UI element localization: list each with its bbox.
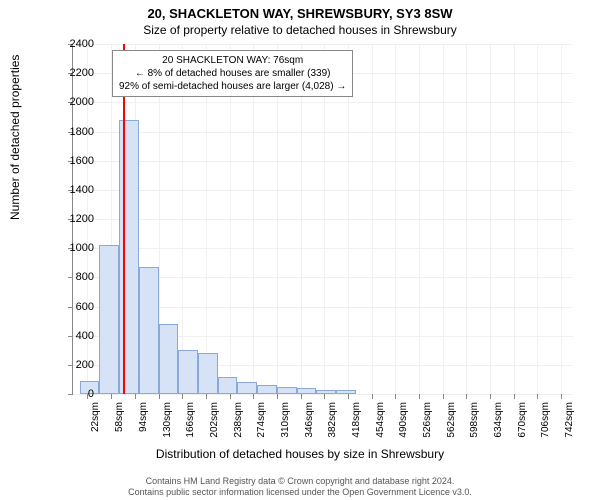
xtick-mark (419, 394, 420, 399)
ytick-label: 600 (54, 301, 94, 313)
histogram-bar (159, 324, 179, 394)
ytick-label: 2400 (54, 38, 94, 50)
xtick-mark (514, 394, 515, 399)
annotation-line2: ← 8% of detached houses are smaller (339… (119, 67, 346, 80)
gridline-h (73, 248, 573, 249)
ytick-label: 2200 (54, 67, 94, 79)
gridline-v (561, 44, 562, 394)
xtick-mark (230, 394, 231, 399)
xtick-mark (206, 394, 207, 399)
gridline-v (514, 44, 515, 394)
histogram-bar (119, 120, 139, 394)
chart-area: 20 SHACKLETON WAY: 76sqm ← 8% of detache… (72, 44, 572, 394)
histogram-bar (336, 390, 356, 394)
gridline-h (73, 44, 573, 45)
footer: Contains HM Land Registry data © Crown c… (0, 476, 600, 498)
xtick-mark (537, 394, 538, 399)
xtick-mark (159, 394, 160, 399)
footer-line2: Contains public sector information licen… (0, 487, 600, 498)
gridline-v (372, 44, 373, 394)
xtick-mark (443, 394, 444, 399)
ytick-label: 2000 (54, 96, 94, 108)
xtick-mark (372, 394, 373, 399)
xtick-mark (395, 394, 396, 399)
gridline-h (73, 394, 573, 395)
xtick-mark (182, 394, 183, 399)
gridline-v (443, 44, 444, 394)
gridline-v (490, 44, 491, 394)
x-axis-label: Distribution of detached houses by size … (0, 447, 600, 461)
xtick-mark (324, 394, 325, 399)
chart-container: 20, SHACKLETON WAY, SHREWSBURY, SY3 8SW … (0, 0, 600, 500)
xtick-mark (253, 394, 254, 399)
histogram-bar (178, 350, 198, 394)
annotation-line1: 20 SHACKLETON WAY: 76sqm (119, 54, 346, 67)
gridline-v (537, 44, 538, 394)
gridline-h (73, 219, 573, 220)
gridline-h (73, 102, 573, 103)
ytick-label: 1400 (54, 184, 94, 196)
xtick-mark (135, 394, 136, 399)
annotation-box: 20 SHACKLETON WAY: 76sqm ← 8% of detache… (112, 50, 353, 97)
gridline-v (466, 44, 467, 394)
ytick-label: 200 (54, 359, 94, 371)
histogram-bar (198, 353, 218, 394)
histogram-bar (297, 388, 317, 394)
histogram-bar (237, 382, 257, 394)
ytick-label: 1200 (54, 213, 94, 225)
title-subtitle: Size of property relative to detached ho… (0, 21, 600, 37)
ytick-label: 1800 (54, 126, 94, 138)
gridline-h (73, 132, 573, 133)
histogram-bar (316, 390, 336, 394)
xtick-mark (277, 394, 278, 399)
y-axis-label: Number of detached properties (8, 55, 22, 220)
ytick-label: 800 (54, 271, 94, 283)
histogram-bar (99, 245, 119, 394)
gridline-h (73, 161, 573, 162)
title-address: 20, SHACKLETON WAY, SHREWSBURY, SY3 8SW (0, 0, 600, 21)
histogram-bar (218, 377, 238, 395)
gridline-v (419, 44, 420, 394)
histogram-bar (139, 267, 159, 394)
xtick-mark (348, 394, 349, 399)
gridline-v (395, 44, 396, 394)
ytick-label: 0 (54, 388, 94, 400)
histogram-bar (277, 387, 297, 394)
histogram-bar (257, 385, 277, 394)
xtick-mark (301, 394, 302, 399)
xtick-mark (111, 394, 112, 399)
footer-line1: Contains HM Land Registry data © Crown c… (0, 476, 600, 487)
annotation-line3: 92% of semi-detached houses are larger (… (119, 80, 346, 93)
xtick-mark (466, 394, 467, 399)
gridline-h (73, 190, 573, 191)
xtick-mark (490, 394, 491, 399)
xtick-mark (561, 394, 562, 399)
ytick-label: 1600 (54, 155, 94, 167)
ytick-label: 1000 (54, 242, 94, 254)
ytick-label: 400 (54, 330, 94, 342)
